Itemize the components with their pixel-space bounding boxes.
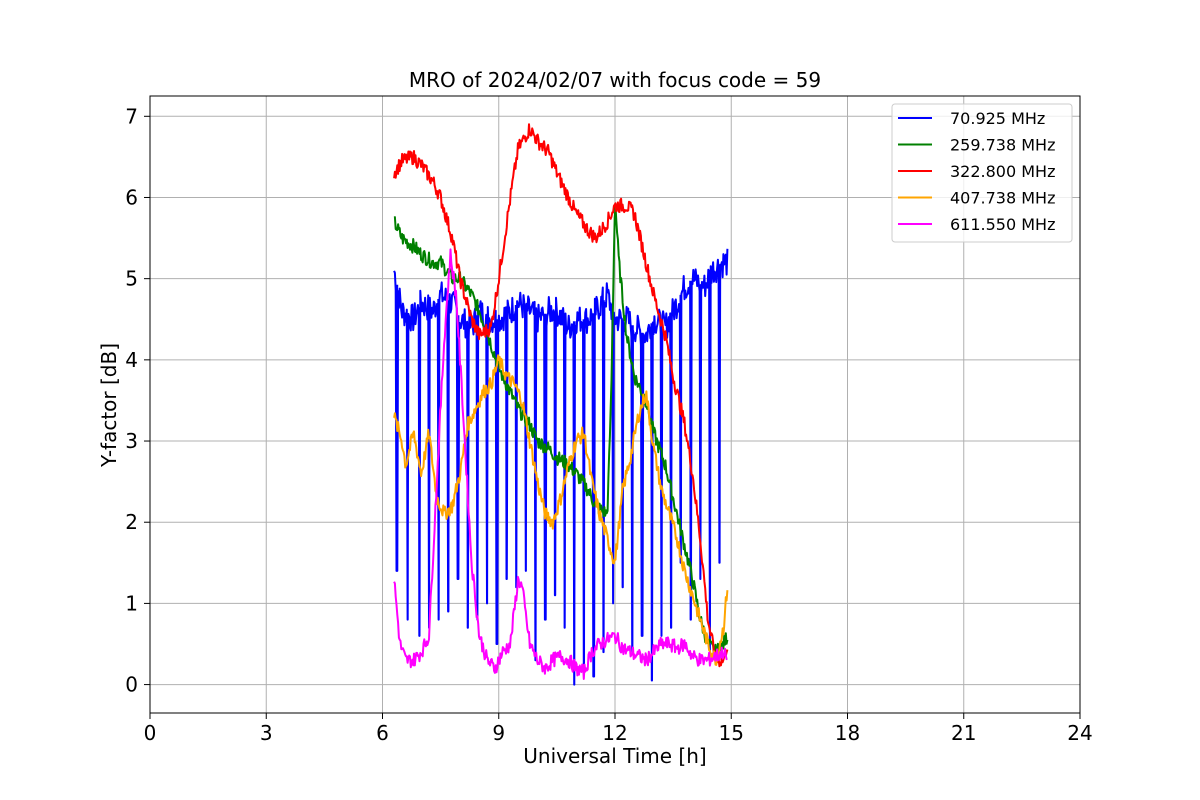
series-line-4 (393, 248, 728, 680)
x-tick-label: 12 (602, 721, 627, 745)
x-tick-label: 9 (492, 721, 505, 745)
chart-title: MRO of 2024/02/07 with focus code = 59 (409, 68, 821, 92)
x-axis-ticks: 0 3 6 9 12 15 18 21 24 (144, 713, 1093, 745)
y-tick-label: 4 (125, 348, 138, 372)
plot-series (393, 123, 729, 686)
y-axis-label: Y-factor [dB] (97, 343, 121, 468)
legend-label: 70.925 MHz (950, 109, 1045, 128)
legend-box (891, 103, 1073, 243)
legend: 70.925 MHz 259.738 MHz 322.800 MHz 407.738 … (891, 103, 1073, 243)
y-tick-label: 3 (125, 429, 138, 453)
series-line-2 (393, 123, 729, 668)
x-tick-label: 18 (835, 721, 860, 745)
x-tick-label: 0 (144, 721, 157, 745)
y-tick-label: 6 (125, 185, 138, 209)
legend-label: 407.738 MHz (950, 189, 1055, 208)
legend-label: 259.738 MHz (950, 136, 1055, 155)
legend-label: 611.550 MHz (950, 215, 1055, 234)
x-tick-label: 21 (951, 721, 976, 745)
y-axis-ticks: 0 1 2 3 4 5 6 7 (125, 104, 150, 697)
y-tick-label: 2 (125, 510, 138, 534)
x-tick-label: 24 (1067, 721, 1092, 745)
legend-label: 322.800 MHz (950, 162, 1055, 181)
x-tick-label: 15 (719, 721, 744, 745)
y-tick-label: 7 (125, 104, 138, 128)
x-axis-label: Universal Time [h] (523, 744, 706, 768)
y-tick-label: 0 (125, 673, 138, 697)
y-tick-label: 1 (125, 591, 138, 615)
x-tick-label: 3 (260, 721, 273, 745)
y-tick-label: 5 (125, 267, 138, 291)
x-tick-label: 6 (376, 721, 389, 745)
series-line-0 (393, 248, 729, 686)
series-line-3 (393, 354, 729, 666)
